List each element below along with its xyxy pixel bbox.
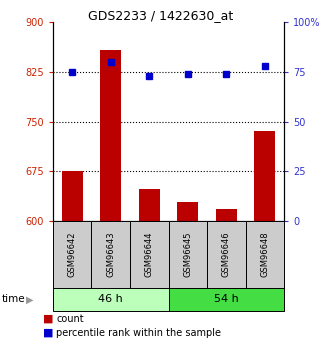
- Text: GSM96643: GSM96643: [106, 231, 115, 277]
- Text: percentile rank within the sample: percentile rank within the sample: [56, 328, 221, 338]
- Bar: [139, 189, 160, 221]
- Bar: [62, 170, 83, 221]
- Text: GSM96646: GSM96646: [222, 231, 231, 277]
- Text: time: time: [2, 294, 25, 304]
- Text: count: count: [56, 314, 84, 324]
- Text: ▶: ▶: [26, 294, 34, 304]
- Text: GSM96645: GSM96645: [183, 232, 192, 277]
- Bar: [177, 202, 198, 221]
- Text: GSM96648: GSM96648: [260, 231, 269, 277]
- Text: GSM96642: GSM96642: [68, 232, 77, 277]
- Bar: [100, 50, 121, 221]
- Text: ■: ■: [43, 328, 54, 338]
- Text: GSM96644: GSM96644: [145, 232, 154, 277]
- Text: 54 h: 54 h: [214, 294, 239, 304]
- Bar: [254, 131, 275, 221]
- Text: ■: ■: [43, 314, 54, 324]
- Text: 46 h: 46 h: [98, 294, 123, 304]
- Text: GDS2233 / 1422630_at: GDS2233 / 1422630_at: [88, 9, 233, 22]
- Bar: [216, 209, 237, 221]
